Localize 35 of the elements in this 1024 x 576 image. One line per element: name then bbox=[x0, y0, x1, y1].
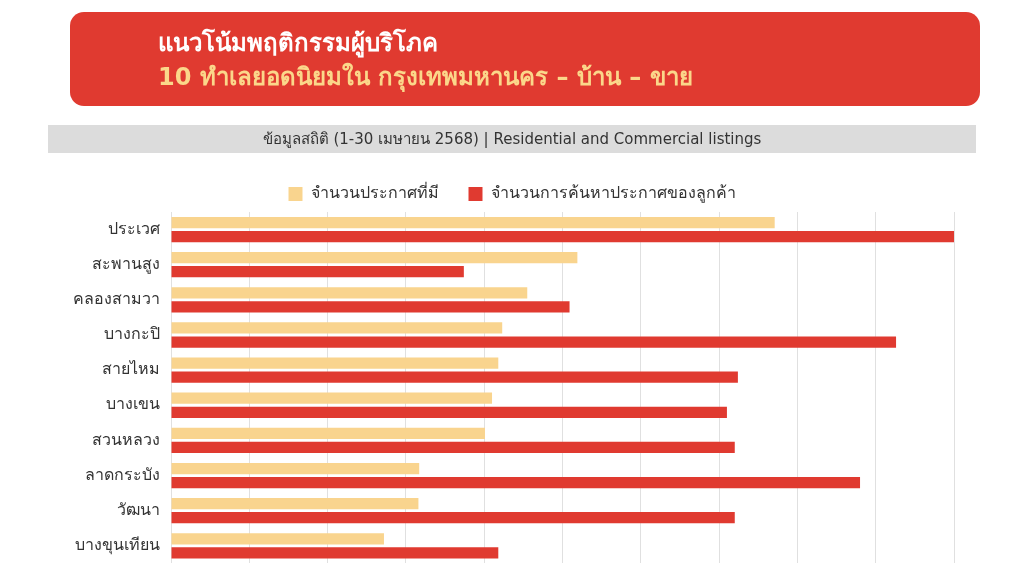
y-tick-label: วัฒนา bbox=[117, 499, 160, 519]
bar bbox=[171, 547, 499, 559]
bar bbox=[171, 301, 570, 313]
bar bbox=[171, 252, 578, 264]
bar bbox=[171, 476, 861, 489]
bar bbox=[171, 406, 727, 418]
bar bbox=[171, 230, 954, 243]
legend-label: จำนวนการค้นหาประกาศของลูกค้า bbox=[490, 183, 736, 204]
bar bbox=[171, 287, 528, 299]
y-tick-label: ประเวศ bbox=[108, 218, 160, 238]
bar bbox=[171, 266, 464, 278]
y-tick-label: ลาดกระบัง bbox=[85, 464, 160, 484]
bar bbox=[171, 441, 735, 454]
bar bbox=[171, 533, 384, 545]
y-tick-label: บางขุนเทียน bbox=[75, 534, 160, 555]
y-tick-label: สวนหลวง bbox=[92, 429, 160, 449]
bar bbox=[171, 427, 485, 439]
y-tick-label: คลองสามวา bbox=[73, 289, 160, 309]
y-tick-label: สายไหม bbox=[102, 359, 160, 379]
bar bbox=[171, 357, 499, 369]
bar bbox=[171, 336, 897, 348]
bar bbox=[171, 371, 738, 383]
chart-title: แนวโน้มพฤติกรรมผู้บริโภค bbox=[158, 27, 439, 60]
bar bbox=[171, 216, 775, 229]
text: ข้อมูลสถิติ (1-30 เมษายน 2568) | Residential and Commercial listings bbox=[48, 125, 976, 153]
bar bbox=[171, 512, 735, 524]
bar bbox=[171, 462, 420, 475]
y-tick-label: บางเขน bbox=[106, 394, 160, 414]
y-tick-label: สะพานสูง bbox=[92, 253, 160, 274]
bar bbox=[171, 322, 503, 334]
y-tick-label: บางกะปิ bbox=[104, 324, 160, 344]
legend-label: จำนวนประกาศที่มี bbox=[310, 181, 439, 203]
bar bbox=[171, 392, 493, 404]
chart-subtitle: 10 ทำเลยอดนิยมใน กรุงเทพมหานคร – บ้าน – ขาย bbox=[158, 61, 694, 94]
bar bbox=[171, 498, 419, 510]
